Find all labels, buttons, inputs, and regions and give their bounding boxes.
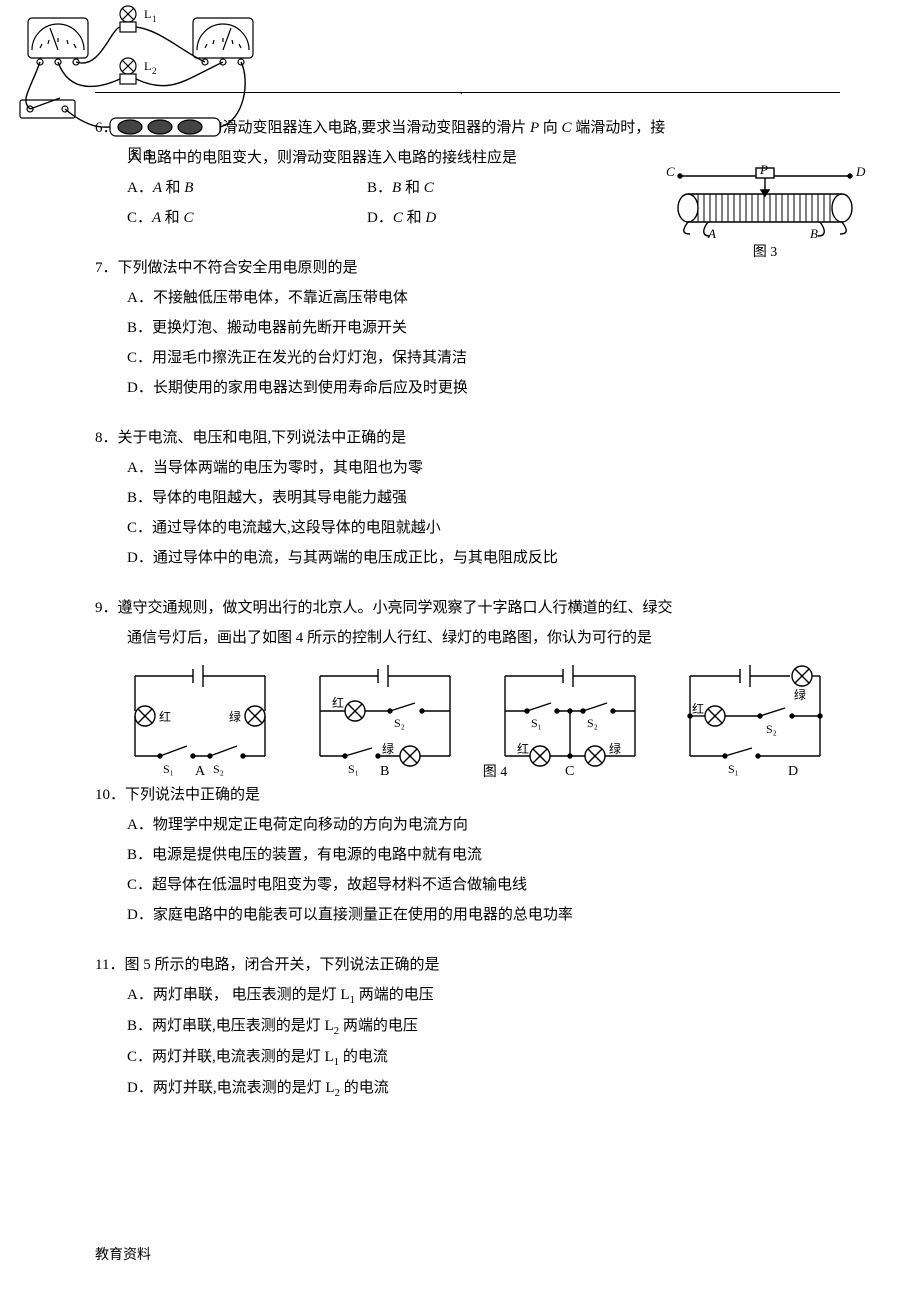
svg-text:C: C — [666, 164, 675, 179]
question-8: 8．关于电流、电压和电阻,下列说法中正确的是 A．当导体两端的电压为零时，其电阻… — [95, 423, 840, 573]
svg-text:红: 红 — [517, 741, 529, 756]
svg-text:红: 红 — [332, 695, 344, 710]
footer: 教育资料 — [95, 1242, 151, 1270]
svg-text:绿: 绿 — [609, 741, 621, 756]
q11-a: A．两灯串联， 电压表测的是灯 L1 两端的电压 — [95, 980, 840, 1011]
q11-c: C．两灯并联,电流表测的是灯 L1 的电流 — [95, 1042, 840, 1073]
svg-text:S₂: S₂ — [213, 762, 224, 776]
svg-text:S₂: S₂ — [394, 716, 405, 730]
svg-text:S₁: S₁ — [163, 762, 174, 776]
q8-a: A．当导体两端的电压为零时，其电阻也为零 — [95, 453, 840, 483]
question-7: 7．下列做法中不符合安全用电原则的是 A．不接触低压带电体，不靠近高压带电体 B… — [95, 253, 840, 403]
svg-text:S₂: S₂ — [766, 722, 777, 736]
fig3-svg: C P D A B — [660, 164, 870, 239]
q10-b: B．电源是提供电压的装置，有电源的电路中就有电流 — [95, 840, 840, 870]
fig5-caption: 图 5 — [10, 142, 270, 170]
q11-b: B．两灯串联,电压表测的是灯 L2 两端的电压 — [95, 1011, 840, 1042]
fig5-svg: L 1 L 2 — [10, 0, 270, 140]
svg-text:D: D — [855, 164, 866, 179]
q8-b: B．导体的电阻越大，表明其导电能力越强 — [95, 483, 840, 513]
svg-text:S₁: S₁ — [531, 716, 542, 730]
q8-c: C．通过导体的电流越大,这段导体的电阻就越小 — [95, 513, 840, 543]
svg-text:红: 红 — [159, 709, 171, 724]
svg-text:红: 红 — [692, 701, 704, 716]
q6-opts-row1: A．A 和 B B．B 和 C — [95, 173, 607, 203]
svg-text:L: L — [144, 7, 151, 21]
svg-text:C: C — [565, 764, 574, 776]
q9-stem2: 通信号灯后，画出了如图 4 所示的控制人行红、绿灯的电路图，你认为可行的是 — [95, 623, 840, 653]
q10-d: D．家庭电路中的电能表可以直接测量正在使用的用电器的总电功率 — [95, 900, 840, 930]
figure-5: L 1 L 2 — [10, 0, 270, 170]
q11-stem: 11．图 5 所示的电路，闭合开关，下列说法正确的是 — [95, 950, 840, 980]
svg-text:S₁: S₁ — [348, 762, 359, 776]
q7-b: B．更换灯泡、搬动电器前先断开电源开关 — [95, 313, 840, 343]
q6-opt-c: C．A 和 C — [127, 203, 367, 233]
q6-opt-d: D．C 和 D — [367, 203, 607, 233]
fig4-b: 红 S₂ S₁ 绿 B — [300, 661, 470, 776]
q11-d: D．两灯并联,电流表测的是灯 L2 的电流 — [95, 1073, 840, 1104]
svg-text:B: B — [810, 226, 818, 239]
svg-text:A: A — [707, 226, 716, 239]
q10-c: C．超导体在低温时电阻变为零，故超导材料不适合做输电线 — [95, 870, 840, 900]
fig4-a: 红 绿 S₁ S₂ A — [115, 661, 285, 776]
svg-text:B: B — [380, 764, 389, 776]
fig4-caption: 图 4 — [465, 759, 525, 787]
q10-a: A．物理学中规定正电荷定向移动的方向为电流方向 — [95, 810, 840, 840]
question-9: 9．遵守交通规则，做文明出行的北京人。小亮同学观察了十字路口人行横道的红、绿交 … — [95, 593, 840, 776]
svg-text:P: P — [759, 164, 768, 177]
q6-opt-b: B．B 和 C — [367, 173, 607, 203]
q6-text3: 端滑动时，接 — [575, 120, 665, 136]
svg-text:绿: 绿 — [229, 709, 241, 724]
svg-text:1: 1 — [152, 14, 157, 24]
q7-c: C．用湿毛巾擦洗正在发光的台灯灯泡，保持其清洁 — [95, 343, 840, 373]
svg-text:绿: 绿 — [382, 741, 394, 756]
figure-3: C P D A B 图 3 — [660, 164, 870, 267]
page: . — [0, 0, 920, 1300]
svg-text:2: 2 — [152, 66, 157, 76]
fig4-d: 绿 红 S₂ S₁ D — [670, 661, 840, 776]
svg-text:绿: 绿 — [794, 687, 806, 702]
fig3-caption: 图 3 — [660, 239, 870, 267]
q6-opt-a: A．A 和 B — [127, 173, 367, 203]
q8-d: D．通过导体中的电流，与其两端的电压成正比，与其电阻成反比 — [95, 543, 840, 573]
q8-stem: 8．关于电流、电压和电阻,下列说法中正确的是 — [95, 423, 840, 453]
figure-4-row: 红 绿 S₁ S₂ A — [95, 661, 840, 776]
svg-text:D: D — [788, 764, 798, 776]
q6-opts-row2: C．A 和 C D．C 和 D — [95, 203, 607, 233]
q9-stem1: 9．遵守交通规则，做文明出行的北京人。小亮同学观察了十字路口人行横道的红、绿交 — [95, 593, 840, 623]
q6-text2: 向 — [543, 120, 562, 136]
q7-a: A．不接触低压带电体，不靠近高压带电体 — [95, 283, 840, 313]
question-11: 11．图 5 所示的电路，闭合开关，下列说法正确的是 A．两灯串联， 电压表测的… — [95, 950, 840, 1104]
q7-d: D．长期使用的家用电器达到使用寿命后应及时更换 — [95, 373, 840, 403]
svg-text:L: L — [144, 59, 151, 73]
svg-text:S₁: S₁ — [728, 762, 739, 776]
q6-p: P — [530, 120, 543, 136]
svg-text:S₂: S₂ — [587, 716, 598, 730]
question-10: 10．下列说法中正确的是 A．物理学中规定正电荷定向移动的方向为电流方向 B．电… — [95, 780, 840, 930]
svg-text:A: A — [195, 764, 206, 776]
q6-c: C — [561, 120, 575, 136]
